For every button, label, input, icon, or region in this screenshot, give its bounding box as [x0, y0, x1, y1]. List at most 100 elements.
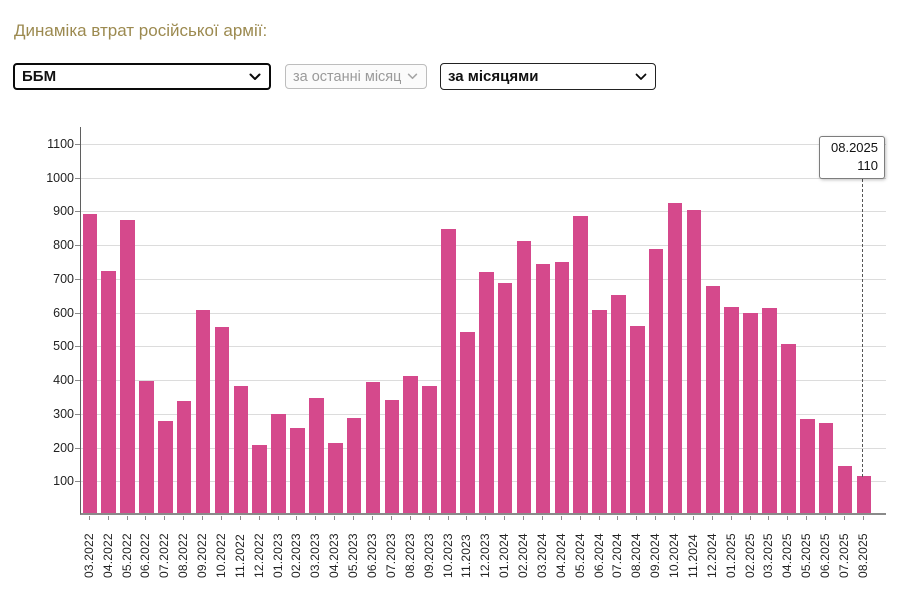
- bar-08.2023[interactable]: [403, 376, 419, 513]
- bar-04.2024[interactable]: [554, 262, 570, 513]
- x-axis-tick: [315, 516, 317, 520]
- vehicle-type-select[interactable]: ББМ: [13, 63, 271, 90]
- bar-01.2023[interactable]: [271, 414, 286, 513]
- bar-04.2023[interactable]: [327, 442, 343, 513]
- y-axis-label-400: 400: [53, 373, 74, 387]
- x-axis-tick: [485, 516, 487, 520]
- bar-05.2024[interactable]: [573, 216, 588, 513]
- bar-11.2022[interactable]: [233, 386, 249, 513]
- x-axis-tick: [598, 516, 600, 520]
- grouping-select[interactable]: за місяцями: [440, 63, 656, 90]
- bar-07.2023[interactable]: [384, 399, 400, 513]
- crosshair-dashed-line: [862, 179, 863, 477]
- y-axis-tick: [75, 177, 80, 179]
- bar-08.2025[interactable]: [856, 475, 872, 513]
- bar-02.2023[interactable]: [290, 427, 305, 513]
- y-axis-label-900: 900: [53, 204, 74, 219]
- x-axis-tick: [749, 516, 751, 520]
- bar-12.2022[interactable]: [252, 444, 267, 513]
- x-axis-label-10.2024: 10.2024: [667, 533, 682, 578]
- bar-10.2022[interactable]: [214, 327, 230, 513]
- bar-01.2024[interactable]: [497, 282, 513, 513]
- x-axis-tick: [353, 516, 355, 520]
- x-axis-label-03.2023: 03.2023: [308, 533, 323, 578]
- x-axis-label-03.2022: 03.2022: [81, 533, 96, 578]
- x-axis-label-02.2025: 02.2025: [742, 533, 757, 578]
- y-axis-label-700: 700: [53, 271, 74, 286]
- x-axis-label-09.2023: 09.2023: [421, 533, 436, 578]
- x-axis-label-03.2025: 03.2025: [761, 533, 776, 578]
- bar-12.2023[interactable]: [478, 272, 494, 513]
- x-axis-tick: [428, 516, 430, 520]
- bar-07.2024[interactable]: [611, 294, 626, 513]
- x-axis-tick: [617, 516, 619, 520]
- bar-08.2022[interactable]: [176, 401, 192, 513]
- x-axis-tick: [164, 516, 166, 520]
- x-axis-tick: [711, 516, 713, 520]
- x-axis-tick: [202, 516, 204, 520]
- x-axis-label-01.2023: 01.2023: [270, 533, 285, 578]
- bar-02.2025[interactable]: [743, 312, 758, 513]
- y-axis-tick: [75, 447, 80, 449]
- x-axis-tick: [504, 516, 506, 520]
- y-axis-tick: [75, 312, 80, 314]
- bar-05.2022[interactable]: [120, 220, 135, 513]
- x-axis-tick: [390, 516, 392, 520]
- x-axis-label-12.2024: 12.2024: [704, 533, 719, 578]
- bar-10.2024[interactable]: [667, 202, 683, 513]
- x-axis-tick: [239, 516, 241, 520]
- bar-09.2023[interactable]: [422, 386, 437, 513]
- x-axis-tick: [730, 516, 732, 520]
- bar-12.2024[interactable]: [705, 285, 721, 513]
- y-axis-tick: [75, 380, 80, 381]
- grouping-select-value: за місяцями: [448, 68, 539, 85]
- tooltip-date: 08.2025: [831, 140, 878, 155]
- bar-06.2023[interactable]: [365, 382, 381, 513]
- period-select: за останні місяці: [285, 64, 427, 89]
- x-axis-label-08.2023: 08.2023: [402, 533, 417, 578]
- x-axis-label-07.2025: 07.2025: [837, 533, 851, 578]
- bar-10.2023[interactable]: [441, 229, 456, 513]
- bar-06.2025[interactable]: [818, 422, 834, 513]
- bar-02.2024[interactable]: [516, 241, 532, 513]
- bar-03.2023[interactable]: [309, 397, 324, 513]
- bar-05.2023[interactable]: [346, 418, 362, 513]
- x-axis-label-08.2024: 08.2024: [629, 533, 644, 578]
- bar-09.2024[interactable]: [648, 249, 664, 513]
- x-axis-tick: [334, 516, 336, 520]
- gridline-1100: [81, 143, 886, 145]
- tooltip: 08.2025 110: [819, 136, 885, 179]
- bar-01.2025[interactable]: [724, 307, 739, 513]
- x-axis-tick: [145, 516, 147, 520]
- x-axis-tick: [844, 516, 845, 520]
- bar-07.2025[interactable]: [837, 465, 853, 513]
- bar-08.2024[interactable]: [630, 326, 645, 513]
- y-axis-label-100: 100: [53, 474, 74, 489]
- x-axis-tick: [466, 516, 468, 520]
- x-axis-label-04.2025: 04.2025: [780, 533, 795, 578]
- bar-11.2024[interactable]: [686, 209, 702, 513]
- x-axis-label-09.2024: 09.2024: [648, 533, 663, 578]
- chevron-down-icon: [249, 73, 261, 80]
- bar-04.2025[interactable]: [781, 343, 796, 513]
- y-axis-label-600: 600: [53, 305, 74, 320]
- y-axis-label-300: 300: [53, 406, 74, 421]
- x-axis-label-12.2022: 12.2022: [251, 533, 266, 578]
- y-axis-tick: [75, 211, 80, 213]
- x-axis-tick: [126, 516, 128, 520]
- x-axis-label-04.2022: 04.2022: [100, 533, 115, 578]
- bar-03.2022[interactable]: [82, 213, 98, 513]
- x-axis-label-05.2023: 05.2023: [346, 533, 361, 578]
- bar-05.2025[interactable]: [799, 419, 815, 513]
- bar-11.2023[interactable]: [460, 332, 475, 513]
- bar-06.2024[interactable]: [592, 309, 607, 513]
- y-axis-tick: [75, 481, 80, 483]
- bar-03.2025[interactable]: [762, 308, 777, 513]
- bar-04.2022[interactable]: [101, 271, 116, 513]
- bar-07.2022[interactable]: [158, 421, 173, 513]
- bar-09.2022[interactable]: [195, 309, 211, 513]
- bar-06.2022[interactable]: [139, 381, 154, 513]
- bar-03.2024[interactable]: [535, 263, 551, 513]
